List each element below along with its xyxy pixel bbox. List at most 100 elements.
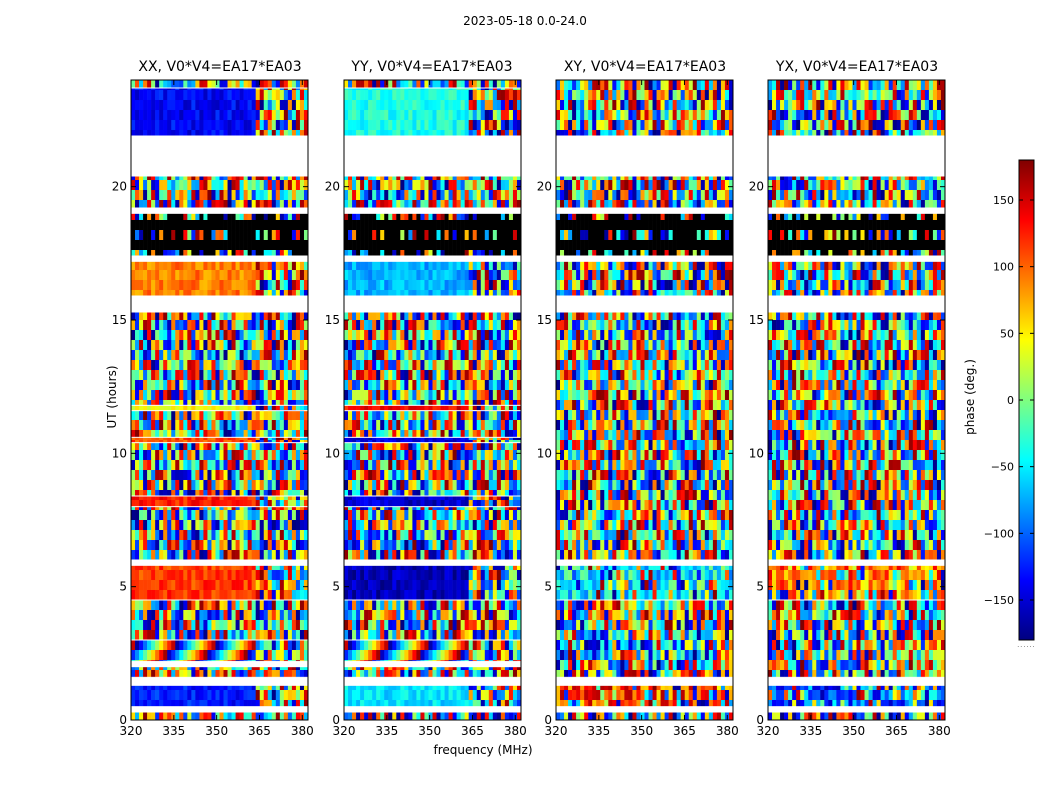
y-tick-label: 10 [749, 446, 764, 460]
panel-title-yx: YX, V0*V4=EA17*EA03 [775, 59, 939, 75]
band-separator [131, 706, 308, 708]
band-separator [131, 175, 308, 177]
y-tick-label: 0 [544, 713, 552, 727]
band-separator [768, 564, 945, 566]
colorbar: −150 −100 −50 0 50 100 150 [984, 159, 1035, 641]
band-separator [768, 559, 945, 561]
band-separator [768, 311, 945, 313]
panel-title-xx: XX, V0*V4=EA17*EA03 [138, 59, 302, 75]
band-separator [131, 255, 308, 257]
panel-2: 320 335 350 365 380 0 5 10 15 20 [537, 79, 739, 738]
band-separator [344, 495, 521, 497]
x-tick-label: 320 [545, 724, 568, 738]
panel-3: 320 335 350 365 380 0 5 10 15 20 [749, 79, 951, 738]
band-separator [556, 295, 733, 297]
y-tick-label: 5 [756, 580, 764, 594]
band-separator [556, 684, 733, 686]
panel-frame [130, 79, 309, 721]
panel-frame [767, 79, 946, 721]
band-separator [556, 564, 733, 566]
x-tick-label: 350 [205, 724, 228, 738]
band-separator [556, 311, 733, 313]
band-separator [131, 212, 308, 214]
band-separator [131, 442, 308, 444]
heatmap-image [131, 80, 309, 721]
band-separator [556, 559, 733, 561]
band-separator [131, 495, 308, 497]
band-separator [344, 135, 521, 137]
x-axis-label: frequency (MHz) [433, 743, 533, 757]
band-separator [344, 666, 521, 668]
y-tick-label: 0 [332, 713, 340, 727]
band-separator [556, 711, 733, 713]
colorbar-tick-label: −100 [984, 527, 1014, 540]
band-separator [344, 212, 521, 214]
y-tick-label: 20 [749, 180, 764, 194]
band-separator [131, 404, 308, 406]
band-separator [344, 684, 521, 686]
panel-title-xy: XY, V0*V4=EA17*EA03 [563, 59, 727, 75]
band-separator [768, 706, 945, 708]
heatmap-image [556, 80, 734, 721]
heatmap-image [768, 80, 946, 721]
band-separator [344, 676, 521, 678]
colorbar-tick-label: −150 [984, 594, 1014, 607]
colorbar-tick-label: −50 [991, 461, 1014, 474]
x-tick-label: 350 [630, 724, 653, 738]
x-tick-label: 350 [418, 724, 441, 738]
band-separator [344, 410, 521, 412]
y-tick-label: 20 [112, 180, 127, 194]
x-tick-label: 335 [587, 724, 610, 738]
band-separator [131, 135, 308, 137]
band-separator [344, 559, 521, 561]
x-tick-label: 320 [120, 724, 143, 738]
band-separator [768, 212, 945, 214]
panel-1: 320 335 350 365 380 0 5 10 15 20 [325, 79, 527, 738]
panel-frame [343, 79, 522, 721]
band-separator [344, 311, 521, 313]
band-separator [344, 639, 521, 641]
x-tick-label: 380 [504, 724, 527, 738]
band-separator [344, 260, 521, 262]
band-separator [131, 639, 308, 641]
band-separator [131, 506, 308, 508]
x-tick-label: 320 [333, 724, 356, 738]
band-separator [768, 684, 945, 686]
band-separator [131, 684, 308, 686]
band-separator [344, 404, 521, 406]
band-separator [131, 87, 308, 89]
band-separator [344, 175, 521, 177]
band-separator [131, 410, 308, 412]
band-separator [556, 255, 733, 257]
x-tick-label: 380 [716, 724, 739, 738]
band-separator [556, 175, 733, 177]
y-tick-label: 20 [325, 180, 340, 194]
band-separator [131, 260, 308, 262]
y-tick-label: 15 [537, 313, 552, 327]
band-separator [131, 676, 308, 678]
band-separator [556, 207, 733, 209]
band-separator [131, 295, 308, 297]
x-tick-label: 350 [842, 724, 865, 738]
band-separator [344, 564, 521, 566]
x-tick-label: 380 [291, 724, 314, 738]
x-tick-label: 335 [375, 724, 398, 738]
colorbar-tick-label: 150 [993, 194, 1014, 207]
colorbar-tick-label: 0 [1007, 394, 1014, 407]
suptitle: 2023-05-18 0.0-24.0 [463, 14, 587, 28]
y-tick-label: 0 [756, 713, 764, 727]
band-separator [768, 599, 945, 601]
y-tick-label: 0 [119, 713, 127, 727]
band-separator [344, 295, 521, 297]
y-tick-label: 20 [537, 180, 552, 194]
band-separator [131, 311, 308, 313]
band-separator [344, 442, 521, 444]
y-tick-label: 15 [112, 313, 127, 327]
band-separator [344, 87, 521, 89]
band-separator [768, 175, 945, 177]
colorbar-footer: ...... [1017, 640, 1036, 649]
x-tick-label: 380 [928, 724, 951, 738]
band-separator [131, 666, 308, 668]
panel-0: 320 335 350 365 380 0 5 10 15 20 [112, 79, 314, 738]
band-separator [556, 135, 733, 137]
